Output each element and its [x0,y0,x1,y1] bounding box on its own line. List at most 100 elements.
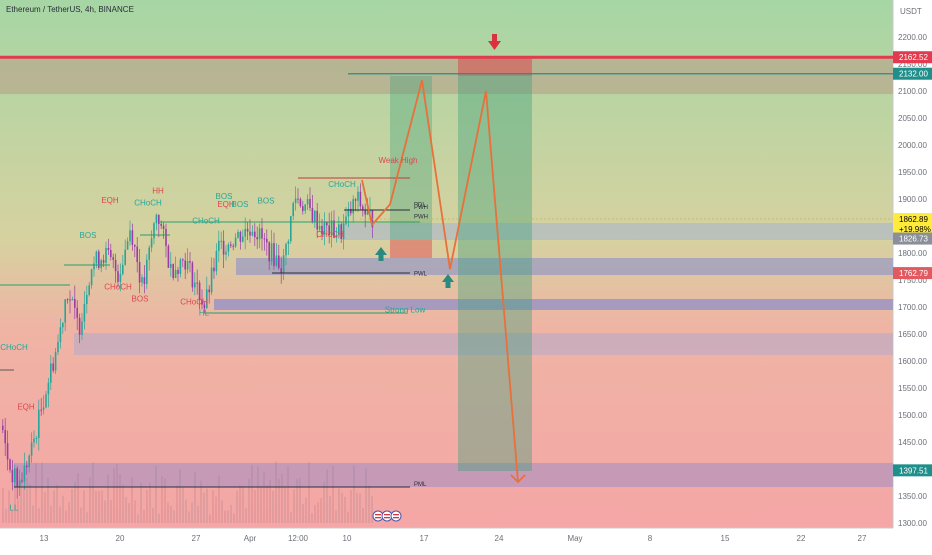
volume-bar [305,497,307,523]
candle-body [110,250,112,258]
volume-bar [206,488,208,523]
candle-body [278,255,280,269]
candle-body [208,289,210,293]
candle-body [158,214,160,224]
volume-bar [179,468,181,523]
up-arrow-icon-stem [378,255,384,261]
candle-body [143,277,146,284]
candle-body [270,243,273,262]
level-label: PWH [414,205,428,211]
volume-bar [107,474,109,523]
candle-body [285,243,287,256]
candle-body [23,465,26,482]
volume-bar [191,502,193,523]
volume-bar [47,478,49,523]
volume-bar [146,489,148,523]
candle-body [364,209,366,215]
candle-body [71,298,74,301]
candle-body [196,282,198,284]
structure-label: CHoCH [180,297,208,306]
time-tick-label: 27 [858,534,867,543]
candle-body [167,245,170,268]
event-flag-stripe [375,517,381,519]
candle-body [249,231,251,236]
candle-body [275,255,278,266]
candle-body [338,224,340,235]
candle-body [38,409,40,438]
candle-body [162,225,165,229]
level-label: PWL [414,272,428,278]
candle-body [369,210,371,212]
candle-body [129,230,131,242]
volume-bar [323,482,325,523]
candle-body [294,198,297,204]
structure-label: CHoCH [192,216,220,225]
price-tag-label: 2132.00 [899,70,928,79]
candle-body [105,248,107,263]
price-tag [893,232,932,245]
candle-body [234,237,237,247]
candle-body [323,222,326,235]
volume-bar [155,465,157,523]
volume-bar [332,465,334,523]
candle-body [45,394,47,408]
candle-body [362,206,364,210]
time-axis[interactable]: 13 20 27 Apr 12:00 10 17 24 May 8 15 22 27 [40,534,867,543]
candle-body [266,238,268,243]
candle-body [117,271,119,282]
demand-zone-1 [236,258,893,275]
structure-label: HL [199,309,210,318]
candle-body [206,289,208,309]
volume-bar [23,487,25,523]
candle-body [326,222,328,226]
volume-bar [317,502,319,523]
candle-body [35,437,38,439]
candle-body [335,234,338,238]
volume-bar [371,496,373,523]
candle-body [215,250,218,272]
demand-zone-2 [214,299,893,310]
markers-layer [372,34,501,522]
volume-bar [143,510,145,523]
volume-bar [239,485,241,523]
candle-body [246,228,249,232]
candle-body [112,257,114,260]
candle-body [182,259,184,261]
price-tag [893,267,932,280]
event-flag-icon[interactable] [390,510,402,522]
candle-body [198,282,201,301]
volume-bar [29,484,31,523]
event-flag-stripe [384,514,390,516]
candle-body [33,438,35,443]
candle-body [69,299,71,301]
candle-body [6,443,9,460]
candle-body [95,251,98,264]
candle-body [52,363,54,371]
up-arrow-icon-stem [445,282,451,288]
candle-body [359,191,362,207]
price-tick-label: 1750.00 [898,276,927,285]
volume-bar [269,480,271,523]
candle-body [21,480,23,482]
volume-bar [335,510,337,523]
candle-body [237,231,239,238]
time-tick-label: 15 [721,534,730,543]
candle-body [302,206,304,211]
candle-body [114,259,117,272]
time-tick-label: 12:00 [288,534,309,543]
price-tick-label: 1900.00 [898,195,927,204]
candles-layer [2,183,374,499]
candle-body [242,236,244,242]
volume-bar [215,496,217,523]
time-tick-label: 22 [797,534,806,543]
price-tick-label: 1350.00 [898,492,927,501]
candle-body [225,251,227,255]
candle-body [64,299,66,323]
chart-title: Ethereum / TetherUS, 4h, BINANCE [6,5,134,14]
candle-body [42,407,45,410]
candle-body [357,191,359,201]
candle-body [352,199,354,214]
